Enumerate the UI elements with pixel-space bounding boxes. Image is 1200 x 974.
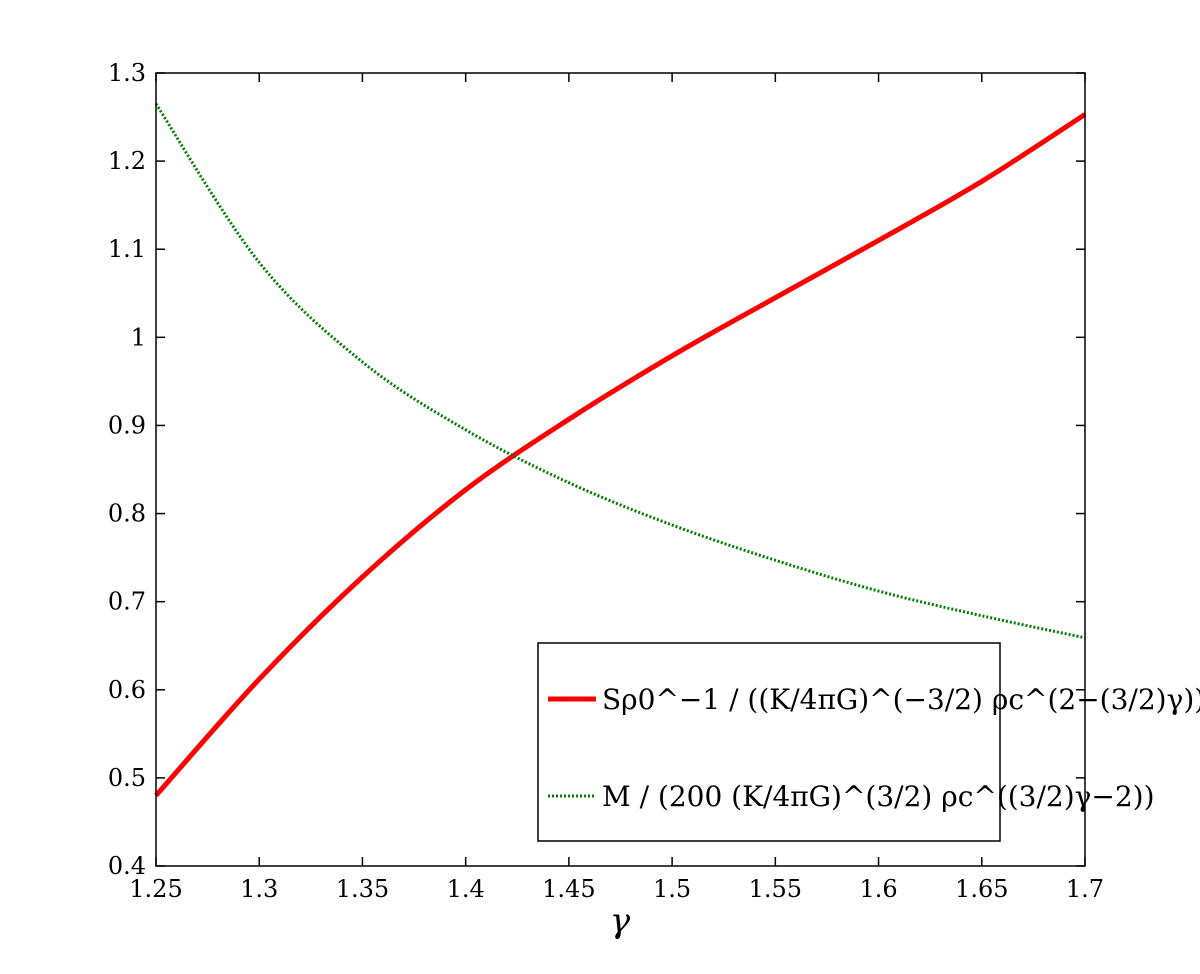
series-line-1 (154, 112, 1087, 798)
y-tick-label: 1 (131, 323, 146, 351)
legend-label-series-2: M / (200 (K/4πG)^(3/2) ρc^((3/2)γ−2)) (602, 780, 1155, 813)
y-tick-label: 1.2 (108, 147, 146, 175)
y-tick-label: 0.6 (108, 676, 146, 704)
y-tick-label: 0.9 (108, 411, 146, 439)
x-tick-label: 1.3 (240, 875, 278, 903)
legend: Sρ0^−1 / ((K/4πG)^(−3/2) ρc^(2−(3/2)γ)) … (537, 642, 1200, 842)
y-tick-label: 1.1 (108, 235, 146, 263)
series-layer (154, 103, 1087, 798)
y-tick-label: 0.8 (108, 500, 146, 528)
x-axis-title: γ (610, 901, 631, 941)
y-tick-label: 0.7 (108, 588, 146, 616)
ticks-layer: 1.25 1.3 1.35 1.4 1.45 1.5 1.55 1.6 1.65 1.7 0.4 0.… (108, 59, 1104, 903)
x-tick-label: 1.4 (447, 875, 485, 903)
plot-area-frame (155, 72, 1086, 867)
y-tick-label: 0.5 (108, 764, 146, 792)
x-tick-label: 1.5 (653, 875, 691, 903)
x-tick-label: 1.45 (542, 875, 595, 903)
y-tick-label: 0.4 (108, 852, 146, 880)
series-line-2 (154, 103, 1086, 640)
x-tick-label: 1.7 (1066, 875, 1104, 903)
y-tick-label: 1.3 (108, 59, 146, 87)
x-tick-label: 1.6 (859, 875, 897, 903)
legend-box (537, 642, 1001, 842)
x-tick-label: 1.25 (129, 875, 182, 903)
legend-label-series-1: Sρ0^−1 / ((K/4πG)^(−3/2) ρc^(2−(3/2)γ)) (602, 683, 1200, 716)
x-tick-label: 1.65 (955, 875, 1008, 903)
x-tick-label: 1.55 (749, 875, 802, 903)
x-tick-label: 1.35 (336, 875, 389, 903)
